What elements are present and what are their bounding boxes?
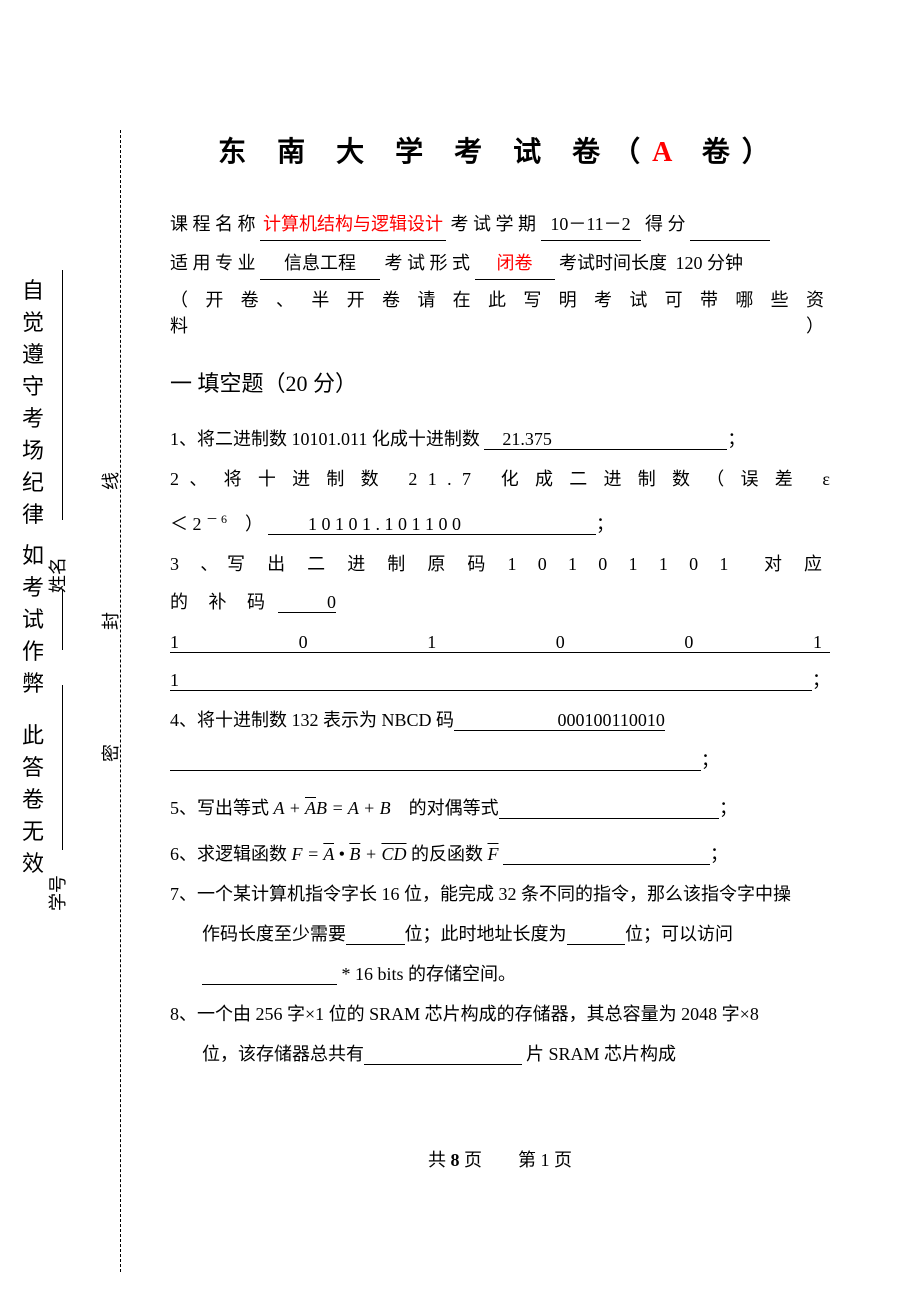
footer-unit-2: 页 (554, 1150, 572, 1170)
exam-note: （ 开 卷 、 半 开 卷 请 在 此 写 明 考 试 可 带 哪 些 资 料 … (170, 286, 830, 338)
q8-blank (364, 1044, 522, 1065)
question-7-line3: * 16 bits 的存储空间。 (170, 955, 830, 993)
course-name: 计算机结构与逻辑设计 (260, 208, 446, 241)
q2-cond: ＜ 2 － 6 ） (170, 514, 268, 534)
page-footer: 共 8 页 第 1 页 (170, 1146, 830, 1172)
q8-l2b: 片 SRAM 芯片构成 (522, 1044, 677, 1064)
q2-end: ； (596, 514, 614, 534)
question-8: 8、一个由 256 字×1 位的 SRAM 芯片构成的存储器，其总容量为 204… (170, 995, 830, 1033)
question-4-line2: ； (170, 741, 830, 779)
q7-l2a: 作码长度至少需要 (202, 924, 346, 944)
form-value: 闭卷 (475, 247, 555, 280)
q7-line1: 7、一个某计算机指令字长 16 位，能完成 32 条不同的指令，那么该指令字中操 (170, 884, 791, 904)
footer-unit-1: 页 (464, 1150, 482, 1170)
question-3: 3 、写 出 二 进 制 原 码 1 0 1 0 1 1 0 1 对 应 的 补… (170, 545, 830, 621)
label-semester: 考 试 学 期 (451, 214, 537, 234)
q7-blank2 (567, 924, 626, 945)
label-form: 考 试 形 式 (385, 253, 471, 273)
seal-char-feng: 封 (97, 612, 123, 630)
footer-current-label: 第 (518, 1150, 536, 1170)
q3-answer-part1: 0 (278, 592, 337, 613)
footer-current-page: 1 (541, 1150, 550, 1170)
footer-total-pages: 8 (451, 1150, 460, 1170)
q7-blank1 (346, 924, 405, 945)
label-duration: 考试时间长度 (559, 253, 667, 273)
sidebar-warning-2: 如考试作弊此答卷无效 (22, 540, 44, 880)
q8-line1: 8、一个由 256 字×1 位的 SRAM 芯片构成的存储器，其总容量为 204… (170, 1004, 759, 1024)
binding-line-1 (62, 270, 63, 520)
q5-num: 5、写出等式 (170, 798, 274, 818)
exam-page: 自觉遵守考场纪律 如考试作弊此答卷无效 姓名 学号 线 封 密 东 南 大 学 … (0, 0, 920, 1302)
q4-blank-line (170, 750, 701, 771)
q5-formula: A + AB = A + B (274, 798, 391, 818)
question-5: 5、写出等式 A + AB = A + B 的对偶等式 ； (170, 789, 830, 827)
header-row-2: 适 用 专 业 信息工程 考 试 形 式 闭卷 考试时间长度 120 分钟 (170, 247, 830, 280)
seal-dashed-line (120, 130, 121, 1272)
header-row-1: 课 程 名 称 计算机结构与逻辑设计 考 试 学 期 10－11－2 得 分 (170, 208, 830, 241)
label-course: 课 程 名 称 (170, 214, 256, 234)
question-2: 2 、 将 十 进 制 数 2 1 . 7 化 成 二 进 制 数 （ 误 差 … (170, 460, 830, 498)
q1-num: 1、 (170, 429, 197, 449)
label-student-id: 学号 (44, 875, 70, 911)
binding-line-3 (62, 685, 63, 850)
score-blank (690, 208, 770, 241)
binding-line-2 (62, 590, 63, 650)
q1-end: ； (727, 429, 745, 449)
q2-num: 2 、 将 十 进 制 数 2 1 . 7 化 成 二 进 制 数 （ 误 差 … (170, 469, 830, 489)
q3-text: 3 、写 出 二 进 制 原 码 1 0 1 0 1 1 0 1 对 应 的 补… (170, 554, 830, 612)
question-1: 1、将二进制数 10101.011 化成十进制数 21.375 ； (170, 420, 830, 458)
q6-blank (503, 844, 710, 865)
q7-blank3 (202, 964, 337, 985)
seal-char-mi: 密 (97, 744, 123, 762)
sidebar-warning-1: 自觉遵守考场纪律 (22, 275, 44, 531)
q6-mid: 的反函数 (406, 844, 487, 864)
q6-end: ； (710, 844, 728, 864)
q6-fbar: F (487, 844, 498, 864)
q4-end: ； (701, 750, 719, 770)
q2-answer: 1 0 1 0 1 . 1 0 1 1 0 0 (268, 514, 597, 535)
title-paren-close: 卷） (683, 137, 782, 168)
question-7: 7、一个某计算机指令字长 16 位，能完成 32 条不同的指令，那么该指令字中操 (170, 875, 830, 913)
footer-total-label: 共 (428, 1150, 446, 1170)
duration-value: 120 分钟 (676, 253, 744, 273)
label-score: 得 分 (645, 214, 686, 234)
title-paren-open: （ (612, 137, 652, 168)
q5-mid: 的对偶等式 (391, 798, 499, 818)
q1-answer: 21.375 (484, 429, 727, 450)
semester-value: 10－11－2 (541, 208, 641, 241)
q6-num: 6、求逻辑函数 (170, 844, 292, 864)
question-4: 4、将十进制数 132 表示为 NBCD 码 000100110010 (170, 701, 830, 739)
question-7-line2: 作码长度至少需要 位；此时地址长度为 位；可以访问 (170, 915, 830, 953)
q7-l2b: 位；此时地址长度为 (405, 924, 567, 944)
section-1-title: 一 填空题（20 分） (170, 366, 830, 398)
seal-char-xian: 线 (97, 472, 123, 490)
q3-answer-part2: 1 0 1 0 0 1 1 (170, 632, 830, 691)
q4-text: 4、将十进制数 132 表示为 NBCD 码 (170, 710, 454, 730)
title-prefix: 东 南 大 学 考 试 卷 (218, 137, 612, 168)
q5-blank (499, 798, 720, 819)
label-major: 适 用 专 业 (170, 253, 256, 273)
q6-formula: F = A • B + CD (292, 844, 407, 864)
question-6: 6、求逻辑函数 F = A • B + CD 的反函数 F ； (170, 835, 830, 873)
major-value: 信息工程 (260, 247, 380, 280)
question-2-line2: ＜ 2 － 6 ） 1 0 1 0 1 . 1 0 1 1 0 0 ； (170, 500, 830, 543)
exam-title: 东 南 大 学 考 试 卷（A 卷） (170, 130, 830, 170)
q3-end: ； (812, 670, 830, 690)
q4-answer: 000100110010 (454, 710, 665, 731)
label-name: 姓名 (44, 557, 70, 593)
q5-end: ； (719, 798, 737, 818)
title-variant: A (652, 137, 683, 168)
q7-l3: * 16 bits 的存储空间。 (337, 964, 516, 984)
question-8-line2: 位，该存储器总共有 片 SRAM 芯片构成 (170, 1035, 830, 1073)
q1-text: 将二进制数 10101.011 化成十进制数 (197, 429, 484, 449)
q7-l2c: 位；可以访问 (625, 924, 733, 944)
q8-l2a: 位，该存储器总共有 (202, 1044, 364, 1064)
question-3-line2: 1 0 1 0 0 1 1 ； (170, 623, 830, 699)
